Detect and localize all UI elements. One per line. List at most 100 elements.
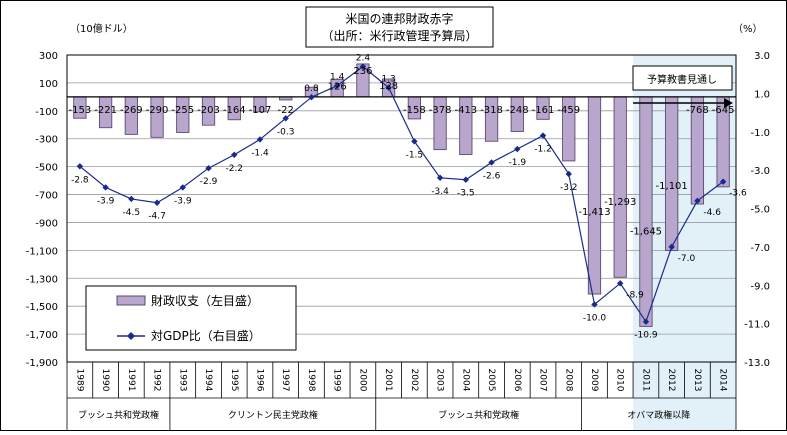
era-label: ブッシュ共和党政権 (78, 409, 159, 421)
gdp-ratio-point (231, 151, 238, 158)
legend-line-label: 対GDP比（右目盛） (151, 328, 261, 343)
gdp-ratio-point (385, 84, 392, 91)
category-label: 2002 (409, 369, 419, 392)
forecast-arrowhead (724, 98, 733, 108)
gdp-ratio-point (153, 199, 161, 206)
line-value-label: -2.6 (483, 171, 501, 181)
category-label: 1997 (280, 369, 290, 392)
right-axis-tick: -11.0 (744, 320, 770, 331)
category-label: 1999 (332, 369, 342, 392)
gdp-ratio-point (205, 165, 212, 172)
category-label: 2009 (589, 369, 599, 392)
right-axis-tick: -13.0 (744, 358, 770, 369)
line-value-label: -2.2 (225, 164, 243, 174)
bar (150, 96, 164, 138)
right-axis-tick: -5.0 (750, 205, 770, 216)
left-axis-tick: -1,700 (26, 330, 58, 341)
bar-value-labels: -153 -221 -269 -290 -255 -203 -164 -107 -22 126 23… (69, 66, 735, 238)
right-axis-tick: -1.0 (750, 128, 770, 139)
right-axis-tick: -3.0 (750, 166, 770, 177)
left-axis-tick: -900 (35, 218, 58, 229)
era-labels: ブッシュ共和党政権 クリントン民主党政権 ブッシュ共和党政権 オバマ政権以降 (78, 409, 690, 421)
category-label: 1992 (152, 369, 162, 392)
left-axis-tick: -100 (35, 107, 58, 118)
bar-value-label: -1,645 (630, 227, 662, 238)
category-label: 2012 (666, 369, 676, 392)
bar-value-label: -378 (429, 105, 452, 116)
bar-value-label: -269 (120, 105, 143, 116)
left-axis-tick: 100 (39, 79, 58, 90)
category-label: 2005 (486, 369, 496, 392)
category-label: 1993 (177, 369, 187, 392)
bar-value-label: 126 (328, 81, 347, 92)
right-axis-tick: -9.0 (750, 281, 770, 292)
bar-value-label: -255 (171, 105, 194, 116)
bar-value-label: -164 (223, 105, 246, 116)
gdp-ratio-series (76, 63, 727, 325)
line-value-label: -2.9 (200, 177, 218, 187)
gdp-ratio-point (436, 174, 444, 181)
bar-value-label: -1,293 (604, 197, 636, 208)
right-axis-tick: 3.0 (754, 51, 770, 62)
right-axis-tick-labels: 3.0 1.0 -1.0 -3.0 -5.0 -7.0 -9.0 -11.0 -13.0 (744, 51, 770, 369)
chart-title: 米国の連邦財政赤字 (345, 11, 453, 26)
line-value-label: -3.5 (457, 189, 475, 199)
category-label: 2008 (563, 369, 573, 392)
legend-line-marker (127, 332, 135, 340)
category-label: 2007 (538, 369, 548, 392)
x-axis-category-labels: 1989 1990 1991 1992 1993 1994 1995 1996 1997 1998… (74, 369, 727, 392)
left-axis-tick: -500 (35, 163, 58, 174)
category-label: 1990 (100, 369, 110, 392)
bar-value-label: -1,413 (578, 207, 610, 218)
line-value-label: -3.9 (97, 196, 115, 206)
line-value-label: -8.9 (626, 290, 644, 300)
bar-value-label: -248 (506, 105, 529, 116)
line-value-label: -1.4 (251, 148, 269, 158)
category-label: 1991 (126, 369, 136, 392)
plot-area-border (66, 54, 737, 363)
gdp-ratio-point (514, 145, 521, 153)
gdp-ratio-point (462, 176, 470, 183)
bar-value-label: -221 (94, 105, 117, 116)
gdp-ratio-point (333, 82, 341, 89)
bar-series (73, 63, 730, 327)
right-axis-tick: 1.0 (754, 89, 770, 100)
category-label: 2014 (718, 369, 728, 392)
category-label: 1994 (203, 369, 213, 392)
category-label: 2000 (357, 369, 367, 392)
right-axis-unit: （%） (733, 23, 763, 35)
left-axis-tick: -1,300 (26, 274, 58, 285)
bar (587, 96, 602, 295)
era-label: オバマ政権以降 (627, 409, 690, 421)
bar-value-label: -203 (197, 105, 220, 116)
left-axis-tick: -700 (35, 191, 58, 202)
line-value-label: -0.3 (277, 127, 295, 137)
line-value-label: -4.6 (703, 208, 721, 218)
line-value-label: -1.9 (509, 158, 527, 168)
left-axis-tick: -1,900 (26, 358, 58, 369)
gdp-ratio-point (411, 138, 418, 145)
line-value-label: -3.2 (560, 183, 578, 193)
gdp-ratio-point (694, 197, 701, 205)
line-value-label: -1.5 (406, 150, 424, 160)
forecast-callout: 予算教書見通し (632, 65, 733, 108)
bar-value-label: -768 (686, 105, 709, 116)
bar-value-label: -413 (454, 105, 477, 116)
gdp-ratio-point (128, 195, 135, 203)
bar-value-label: -645 (712, 105, 735, 116)
bar-value-label: -158 (403, 105, 426, 116)
line-value-label: -10.9 (634, 331, 658, 341)
category-label: 2011 (640, 369, 650, 392)
category-label: 1996 (254, 369, 264, 392)
category-label: 2004 (460, 369, 470, 392)
gdp-ratio-point (565, 170, 572, 178)
gdp-ratio-point (359, 63, 367, 70)
bar (613, 96, 627, 278)
bar-value-label: -107 (249, 105, 272, 116)
bar (665, 96, 679, 251)
category-label: 2003 (435, 369, 445, 392)
left-axis-tick: -1,500 (26, 302, 58, 313)
forecast-label-box (632, 65, 733, 91)
bar-value-label: -318 (480, 105, 503, 116)
